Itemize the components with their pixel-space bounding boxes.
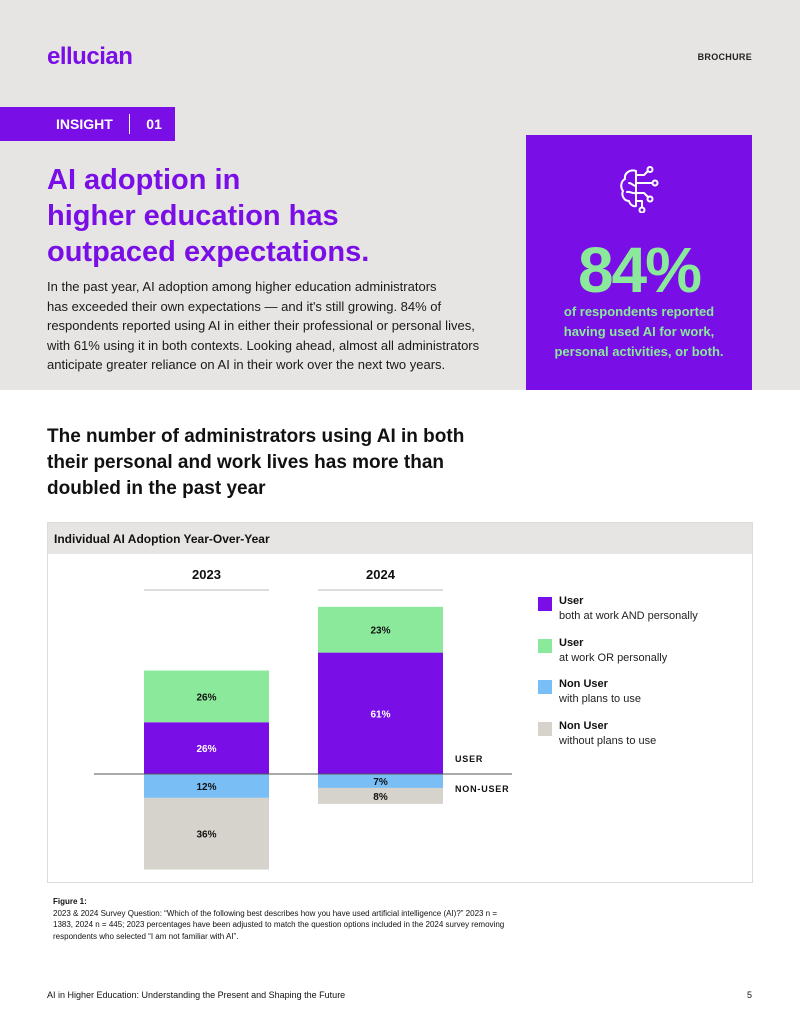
bar-segment — [144, 797, 269, 870]
legend-item: Non User with plans to use — [538, 678, 738, 720]
brain-circuit-icon — [620, 166, 659, 213]
legend-item: User both at work AND personally — [538, 595, 738, 637]
stat-desc-line: having used AI for work, — [563, 324, 715, 339]
data-label: 36% — [196, 830, 216, 841]
intro-line: In the past year, AI adoption among high… — [47, 279, 437, 294]
category-label-2024: 2024 — [366, 567, 396, 582]
data-label: 26% — [196, 744, 216, 755]
page-title: AI adoption in higher education has outp… — [47, 162, 467, 270]
stat-desc-line: of respondents reported — [563, 304, 715, 319]
intro-line: with 61% using it in both contexts. Look… — [47, 337, 480, 353]
bar-segment — [318, 606, 443, 653]
figure-note: Figure 1: 2023 & 2024 Survey Question: “… — [53, 896, 593, 942]
heading-line: doubled in the past year — [47, 478, 266, 499]
legend-swatch — [538, 597, 552, 611]
insight-label: INSIGHT — [56, 116, 113, 132]
figure-note-title: Figure 1: — [53, 897, 87, 906]
bar-segment — [318, 652, 443, 774]
chart-legend: User both at work AND personally User at… — [538, 595, 738, 761]
figure-note-line: respondents who selected “I am not famil… — [53, 931, 239, 941]
figure-note-line: 2023 & 2024 Survey Question: “Which of t… — [53, 908, 498, 918]
data-label: 23% — [370, 626, 390, 637]
figure-note-line: 1383, 2024 n = 445; 2023 percentages hav… — [53, 920, 505, 929]
legend-subtitle: without plans to use — [559, 734, 657, 747]
data-label: 61% — [370, 709, 390, 720]
footer-title: AI in Higher Education: Understanding th… — [47, 990, 346, 1000]
bar-segment — [144, 722, 269, 774]
intro-paragraph: In the past year, AI adoption among high… — [47, 277, 487, 375]
group-label-user: USER — [455, 754, 483, 764]
intro-line: respondents reported using AI in either … — [47, 318, 475, 333]
data-label: 7% — [373, 777, 388, 788]
section-heading: The number of administrators using AI in… — [47, 424, 517, 502]
bar-segment — [144, 670, 269, 723]
intro-line: has exceeded their own expectations — an… — [47, 298, 442, 314]
title-line: outpaced expectations. — [47, 236, 370, 268]
ellucian-logo: ellucian — [47, 43, 133, 70]
legend-subtitle: at work OR personally — [559, 651, 668, 664]
chart-title: Individual AI Adoption Year-Over-Year — [54, 532, 270, 546]
bar-segment — [318, 774, 443, 788]
stat-description: of respondents reported having used AI f… — [526, 302, 752, 362]
legend-title: Non User — [559, 719, 608, 732]
doc-type-label: BROCHURE — [697, 52, 752, 62]
insight-number: 01 — [146, 116, 162, 132]
legend-item: Non User without plans to use — [538, 720, 738, 762]
bar-segment — [144, 774, 269, 798]
legend-title: User — [559, 595, 584, 607]
chart-header: Individual AI Adoption Year-Over-Year — [48, 523, 752, 554]
insight-divider — [128, 114, 131, 134]
legend-subtitle: with plans to use — [559, 693, 641, 705]
legend-swatch — [538, 638, 552, 653]
legend-title: User — [559, 636, 584, 649]
heading-line: The number of administrators using AI in… — [47, 426, 465, 447]
data-label: 26% — [196, 692, 216, 703]
stat-value: 84% — [577, 234, 702, 306]
data-label: 8% — [373, 792, 388, 803]
bar-segment — [318, 787, 443, 804]
title-line: higher education has — [47, 200, 339, 232]
legend-swatch — [538, 721, 552, 736]
heading-line: their personal and work lives has more t… — [47, 452, 445, 473]
group-label-non-user: NON-USER — [455, 784, 509, 794]
stat-callout: 84% of respondents reported having used … — [526, 135, 752, 390]
insight-tag: INSIGHT 01 — [0, 107, 175, 141]
stacked-bar-chart: 2023 26% 26% 12% 36% 2024 61% 23% 7% 8% USER NON-US… — [94, 567, 512, 870]
legend-title: Non User — [559, 678, 608, 690]
data-label: 12% — [196, 782, 216, 793]
legend-swatch — [538, 680, 552, 694]
category-label-2023: 2023 — [192, 567, 221, 582]
legend-item: User at work OR personally — [538, 637, 738, 679]
intro-line: anticipate greater reliance on AI in the… — [47, 357, 446, 372]
title-line: AI adoption in — [47, 164, 241, 196]
page-number: 5 — [746, 990, 752, 1000]
stat-desc-line: personal activities, or both. — [554, 344, 724, 359]
legend-subtitle: both at work AND personally — [559, 610, 698, 622]
